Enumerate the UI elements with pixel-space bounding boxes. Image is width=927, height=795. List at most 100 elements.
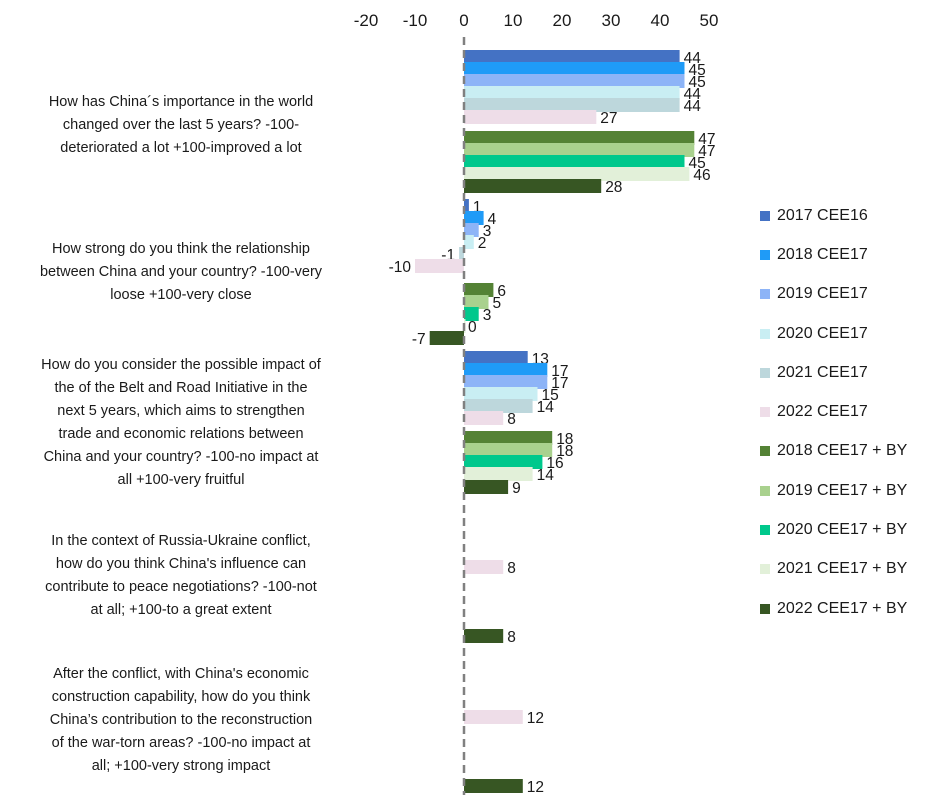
data-label: 9 bbox=[512, 480, 521, 497]
legend-label: 2021 CEE17 bbox=[777, 363, 868, 381]
legend-label: 2019 CEE17 + BY bbox=[777, 481, 908, 499]
bar bbox=[464, 283, 494, 297]
data-label: 45 bbox=[689, 62, 706, 79]
bar bbox=[464, 98, 680, 112]
bar bbox=[459, 247, 464, 261]
legend-item: 2020 CEE17 + BY bbox=[760, 510, 907, 549]
legend-label: 2022 CEE17 + BY bbox=[777, 599, 908, 617]
data-label: 18 bbox=[556, 443, 573, 460]
data-label: -7 bbox=[412, 331, 426, 348]
legend-swatch bbox=[760, 525, 770, 536]
category-label-line: next 5 years, which aims to strengthen bbox=[57, 403, 305, 419]
legend-label: 2018 CEE17 bbox=[777, 245, 868, 263]
legend-swatch bbox=[760, 446, 770, 457]
bar bbox=[464, 50, 680, 64]
category-label-line: the of the Belt and Road Initiative in t… bbox=[54, 380, 308, 396]
category-label-line: deteriorated a lot +100-improved a lot bbox=[60, 139, 302, 156]
legend-swatch bbox=[760, 249, 770, 260]
data-label: 15 bbox=[542, 387, 559, 404]
bar bbox=[464, 307, 479, 321]
bar bbox=[464, 143, 695, 157]
bar bbox=[464, 363, 548, 377]
bar bbox=[464, 199, 469, 213]
bar bbox=[464, 351, 528, 365]
legend-label: 2017 CEE16 bbox=[777, 206, 868, 224]
legend-item: 2017 CEE16 bbox=[760, 196, 907, 235]
legend-item: 2020 CEE17 bbox=[760, 314, 907, 353]
category-label-line: loose +100-very close bbox=[110, 286, 252, 303]
data-label: 17 bbox=[551, 363, 568, 380]
category-label-line: In the context of Russia-Ukraine conflic… bbox=[51, 533, 311, 549]
data-label: 2 bbox=[478, 235, 487, 252]
legend-swatch bbox=[760, 407, 770, 418]
bar bbox=[464, 467, 533, 481]
category-label: How do you consider the possible impact … bbox=[0, 354, 362, 492]
legend-swatch bbox=[760, 564, 770, 575]
data-label: 47 bbox=[698, 131, 715, 148]
data-label: 6 bbox=[497, 283, 506, 300]
legend-swatch bbox=[760, 289, 770, 300]
legend-item: 2018 CEE17 bbox=[760, 235, 907, 274]
bar bbox=[464, 110, 597, 124]
data-label: 18 bbox=[556, 431, 573, 448]
bar bbox=[464, 455, 543, 469]
bar bbox=[429, 331, 464, 345]
data-label: 44 bbox=[684, 86, 702, 103]
data-label: 45 bbox=[689, 155, 706, 172]
bar bbox=[464, 74, 685, 88]
category-label-line: of the war-torn areas? -100-no impact at bbox=[51, 735, 311, 751]
legend-swatch bbox=[760, 367, 770, 378]
category-label: How strong do you think the relationship… bbox=[0, 237, 362, 307]
data-label: 8 bbox=[507, 560, 516, 577]
data-label: 28 bbox=[605, 179, 622, 196]
category-label-line: changed over the last 5 years? -100- bbox=[62, 116, 300, 133]
bar bbox=[464, 223, 479, 237]
bar bbox=[464, 295, 489, 309]
x-tick-label: 20 bbox=[553, 11, 572, 30]
legend-swatch bbox=[760, 485, 770, 496]
bar bbox=[464, 629, 504, 643]
data-label: 8 bbox=[507, 411, 516, 428]
category-label-line: How do you consider the possible impact … bbox=[41, 357, 321, 373]
bar bbox=[464, 443, 553, 457]
category-label-line: After the conflict, with China's economi… bbox=[53, 666, 309, 682]
bar bbox=[464, 131, 695, 145]
legend-label: 2018 CEE17 + BY bbox=[777, 442, 908, 460]
bar bbox=[464, 560, 504, 574]
legend-item: 2021 CEE17 bbox=[760, 353, 907, 392]
bar bbox=[464, 710, 523, 724]
data-label: 4 bbox=[488, 211, 497, 228]
category-label-line: trade and economic relations between bbox=[58, 426, 304, 442]
x-tick-label: -20 bbox=[354, 11, 379, 30]
data-label: 3 bbox=[483, 223, 492, 240]
bar bbox=[464, 86, 680, 100]
bar bbox=[464, 431, 553, 445]
bar bbox=[464, 480, 509, 494]
legend-item: 2019 CEE17 bbox=[760, 275, 907, 314]
category-label-line: how do you think China's influence can bbox=[55, 556, 307, 572]
legend-item: 2022 CEE17 + BY bbox=[760, 589, 907, 628]
bar bbox=[464, 235, 474, 249]
category-label-line: How strong do you think the relationship bbox=[52, 240, 310, 257]
legend-label: 2022 CEE17 bbox=[777, 403, 868, 421]
legend: 2017 CEE16 2018 CEE17 2019 CEE17 2020 CEE17… bbox=[760, 196, 907, 628]
x-tick-label: -10 bbox=[403, 11, 428, 30]
category-label-line: How has China´s importance in the world bbox=[48, 93, 314, 110]
legend-swatch bbox=[760, 210, 770, 221]
data-label: 46 bbox=[693, 167, 710, 184]
legend-item: 2022 CEE17 bbox=[760, 392, 907, 431]
data-label: 12 bbox=[527, 779, 544, 795]
category-label-line: at all; +100-to a great extent bbox=[90, 602, 272, 618]
category-label-line: construction capability, how do you thin… bbox=[51, 689, 311, 705]
data-label: 14 bbox=[537, 399, 555, 416]
bar bbox=[464, 779, 523, 793]
legend-label: 2021 CEE17 + BY bbox=[777, 560, 908, 578]
bar bbox=[415, 259, 464, 273]
category-label-line: China’s contribution to the reconstructi… bbox=[49, 712, 313, 728]
data-label: 5 bbox=[493, 295, 502, 312]
category-label-line: all; +100-very strong impact bbox=[91, 758, 271, 774]
category-label-line: between China and your country? -100-ver… bbox=[39, 263, 323, 280]
data-label: 16 bbox=[546, 455, 563, 472]
data-label: 0 bbox=[468, 319, 477, 336]
bar bbox=[464, 387, 538, 401]
